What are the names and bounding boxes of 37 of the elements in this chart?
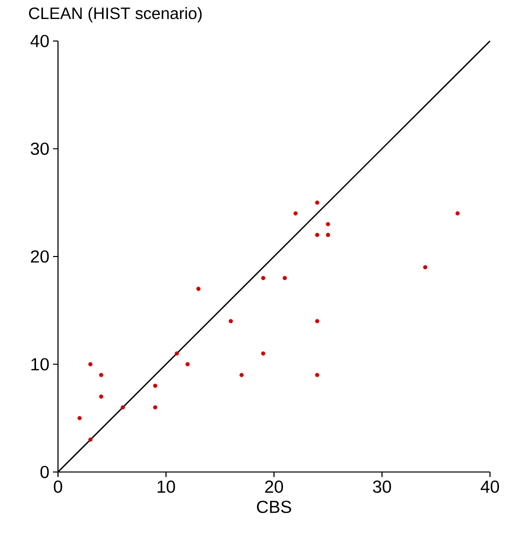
point bbox=[99, 394, 104, 399]
point bbox=[196, 286, 200, 291]
point bbox=[88, 438, 92, 442]
y-tick-label: 30 bbox=[30, 142, 49, 155]
point bbox=[228, 319, 233, 324]
y-tick-label: 20 bbox=[30, 250, 49, 263]
x-tick-label: 0 bbox=[54, 480, 62, 493]
point bbox=[186, 362, 190, 366]
point bbox=[326, 222, 330, 226]
point bbox=[456, 211, 460, 216]
point bbox=[315, 319, 320, 324]
x-tick-label: 10 bbox=[158, 480, 176, 493]
point bbox=[261, 351, 266, 356]
y-tick-label: 0 bbox=[40, 466, 49, 478]
x-tick-label: 30 bbox=[372, 480, 392, 493]
point bbox=[99, 372, 104, 378]
point bbox=[315, 200, 320, 205]
x-tick-label: 40 bbox=[480, 480, 500, 493]
point bbox=[120, 405, 125, 410]
y-tick-label: 40 bbox=[30, 34, 49, 48]
point bbox=[153, 405, 158, 410]
y-tick-label: 10 bbox=[31, 358, 49, 370]
point bbox=[88, 362, 92, 366]
point bbox=[153, 384, 158, 388]
point bbox=[423, 265, 428, 270]
x-axis-title: CBS bbox=[256, 500, 292, 514]
point bbox=[315, 232, 320, 238]
point bbox=[174, 351, 179, 356]
point bbox=[282, 276, 287, 280]
point bbox=[261, 276, 266, 280]
chart-title: CLEAN (HIST scenario) bbox=[29, 7, 202, 22]
point bbox=[326, 232, 330, 238]
point bbox=[240, 372, 244, 378]
point bbox=[78, 416, 82, 420]
x-tick-label: 20 bbox=[265, 480, 284, 493]
point bbox=[315, 372, 320, 378]
point bbox=[294, 211, 298, 216]
